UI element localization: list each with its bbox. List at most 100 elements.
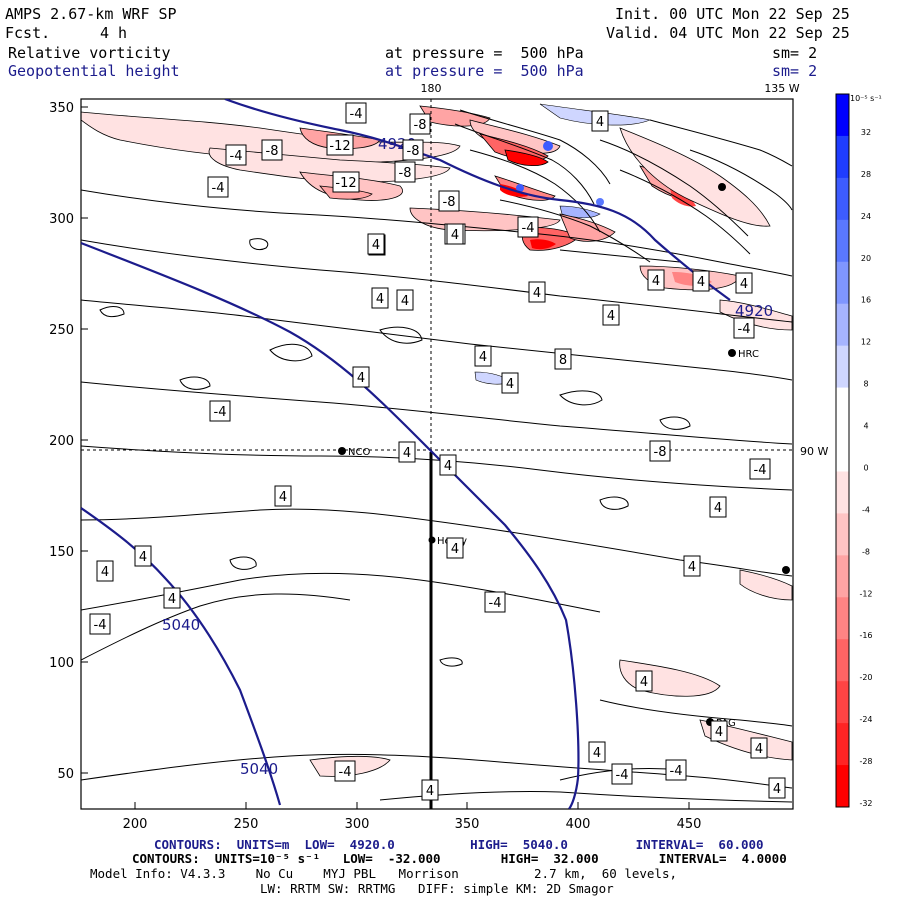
vorticity-label: 4 [635,670,653,692]
colorbar-swatch [836,387,849,431]
svg-text:4: 4 [714,501,722,516]
svg-text:-4: -4 [94,618,107,633]
colorbar-swatch [836,261,849,305]
colorbar-label: 32 [861,128,871,137]
svg-text:4: 4 [688,560,696,575]
svg-text:4: 4 [593,746,601,761]
height-label: 5040 [240,760,278,778]
vorticity-label: -4 [209,400,231,422]
svg-text:4: 4 [376,292,384,307]
colorbar-swatch [836,303,849,347]
height-contour-info: CONTOURS: UNITS=m LOW= 4920.0 HIGH= 5040… [154,837,764,852]
vorticity-label: -4 [334,760,356,782]
svg-text:4: 4 [451,228,459,243]
svg-text:4: 4 [101,565,109,580]
vorticity-label: -8 [261,139,283,161]
y-tick-label: 200 [49,434,74,449]
svg-text:-12: -12 [335,176,356,191]
x-tick-label: 400 [566,817,591,832]
height-contours [81,99,731,809]
vorticity-label: 4 [446,537,464,559]
colorbar-label: -16 [859,631,872,640]
vorticity-label: 4 [371,287,389,309]
svg-text:-4: -4 [616,768,629,783]
station-dot [728,349,736,357]
svg-text:4: 4 [357,371,365,386]
vorticity-label: -12 [332,171,360,193]
x-tick-label: 200 [123,817,148,832]
svg-text:-4: -4 [339,765,352,780]
colorbar-swatch [836,177,849,221]
svg-text:4: 4 [279,490,287,505]
svg-text:4: 4 [596,115,604,130]
vorticity-label: -8 [394,161,416,183]
colorbar-label: 24 [861,212,871,221]
svg-text:-8: -8 [414,118,427,133]
vorticity-label: -4 [225,144,247,166]
colorbar-label: 28 [861,170,871,179]
field1-smoothing: sm= 2 [772,44,818,62]
colorbar-swatch [836,555,849,598]
vorticity-label: 4 [692,270,710,292]
vorticity-label: 4 [367,233,385,255]
colorbar-label: -28 [859,757,872,766]
vorticity-label: 4 [134,545,152,567]
svg-text:-4: -4 [230,149,243,164]
svg-text:4: 4 [715,725,723,740]
forecast-label: Fcst. [5,24,51,42]
svg-text:4: 4 [403,446,411,461]
vorticity-label: 4 [163,587,181,609]
vorticity-label: 4 [768,777,786,799]
station-label: NCO [348,447,370,458]
colorbar: 32 28 24 20 16 12 8 4 0 -4 -8 -12 -16 -20 -24 -28 -32 [835,93,873,808]
vorticity-label: 4 [735,272,753,294]
plot-frame [80,98,794,810]
colorbar-swatch [836,723,849,766]
svg-text:4: 4 [444,459,452,474]
svg-text:4: 4 [652,274,660,289]
colorbar-label: 0 [863,463,868,472]
vorticity-label: 8 [554,348,572,370]
svg-text:4: 4 [773,782,781,797]
station-dot [718,183,726,191]
svg-text:4: 4 [372,238,380,253]
y-tick-label: 100 [49,656,74,671]
vorticity-contours [81,109,793,803]
vorticity-label: -4 [484,591,506,613]
svg-text:-4: -4 [754,463,767,478]
svg-text:4: 4 [506,377,514,392]
svg-text:4: 4 [697,275,705,290]
vorticity-label-layer: -4 -8 -8 -12 -8 -4 -12 -8 -4 -8 -4 4 4 4 4 4 4 8 4 4 -4 4 4 4 4 4… [89,102,786,801]
svg-text:-4: -4 [350,107,363,122]
colorbar-swatch [836,765,849,808]
svg-text:4: 4 [168,592,176,607]
vorticity-label: 4 [439,454,457,476]
colorbar-label: 4 [863,422,868,431]
svg-text:4: 4 [607,309,615,324]
vorticity-label: 4 [398,441,416,463]
svg-text:-8: -8 [443,195,456,210]
colorbar-label: -12 [859,589,872,598]
vorticity-label: 4 [421,779,439,801]
vorticity-label: 4 [750,737,768,759]
vorticity-label: -4 [749,458,771,480]
vorticity-label: 4 [352,366,370,388]
station-dot [338,447,346,455]
forecast-hour: 4 h [100,24,128,42]
lon-label-90w: 90 W [800,445,828,458]
vorticity-label: 4 [591,110,609,132]
station-dot [428,536,436,544]
colorbar-swatch [836,597,849,640]
vorticity-label: 4 [528,281,546,303]
vorticity-label: 4 [709,496,727,518]
svg-text:-4: -4 [212,181,225,196]
field1-level: at pressure = 500 hPa [385,44,584,62]
x-tick-label: 300 [345,817,370,832]
model-info-line1: Model Info: V4.3.3 No Cu MYJ PBL Morriso… [90,866,677,881]
colorbar-label: 8 [863,380,868,389]
init-time: Init. 00 UTC Mon 22 Sep 25 [615,5,850,23]
colorbar-swatch [836,513,849,556]
vorticity-label: -4 [207,176,229,198]
colorbar-label: 12 [861,338,871,347]
y-tick-label: 300 [49,212,74,227]
